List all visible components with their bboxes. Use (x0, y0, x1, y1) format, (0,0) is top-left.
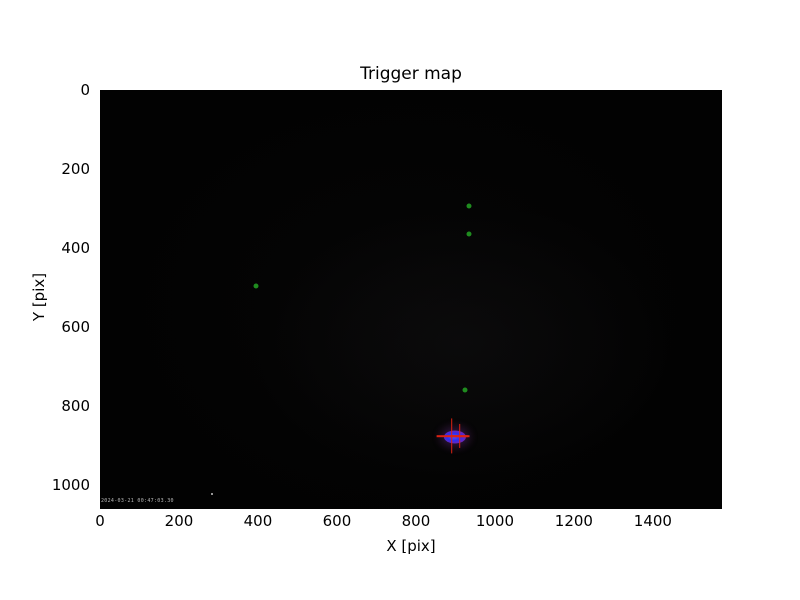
camera-image: 2024-03-21 00:47:03.30 (100, 90, 722, 509)
x-tick-label: 200 (164, 512, 194, 530)
y-tick-label: 1000 (51, 476, 90, 495)
cross-vertical-arm (458, 424, 461, 449)
x-tick-label: 1400 (633, 512, 672, 530)
x-tick-label: 600 (322, 512, 352, 530)
y-tick-label: 800 (61, 397, 90, 416)
x-axis-label: X [pix] (386, 537, 436, 555)
trigger-hit-marker (466, 231, 472, 237)
trigger-hit-marker (462, 387, 468, 393)
y-tick-label: 200 (61, 160, 90, 179)
hot-pixel-marker (211, 493, 214, 496)
chart-title: Trigger map (360, 64, 462, 84)
x-tick-label: 1000 (475, 512, 514, 530)
trigger-hit-marker (253, 283, 259, 289)
y-tick-label: 400 (61, 239, 90, 258)
trigger-hit-marker (466, 203, 472, 209)
y-tick-label: 600 (61, 318, 90, 337)
x-tick-label: 800 (401, 512, 431, 530)
camera-overlay-text: 2024-03-21 00:47:03.30 (101, 498, 174, 504)
y-tick-label: 0 (80, 81, 90, 99)
x-tick-label: 400 (243, 512, 273, 530)
x-tick-label: 1200 (554, 512, 593, 530)
x-tick-label: 0 (95, 512, 105, 530)
